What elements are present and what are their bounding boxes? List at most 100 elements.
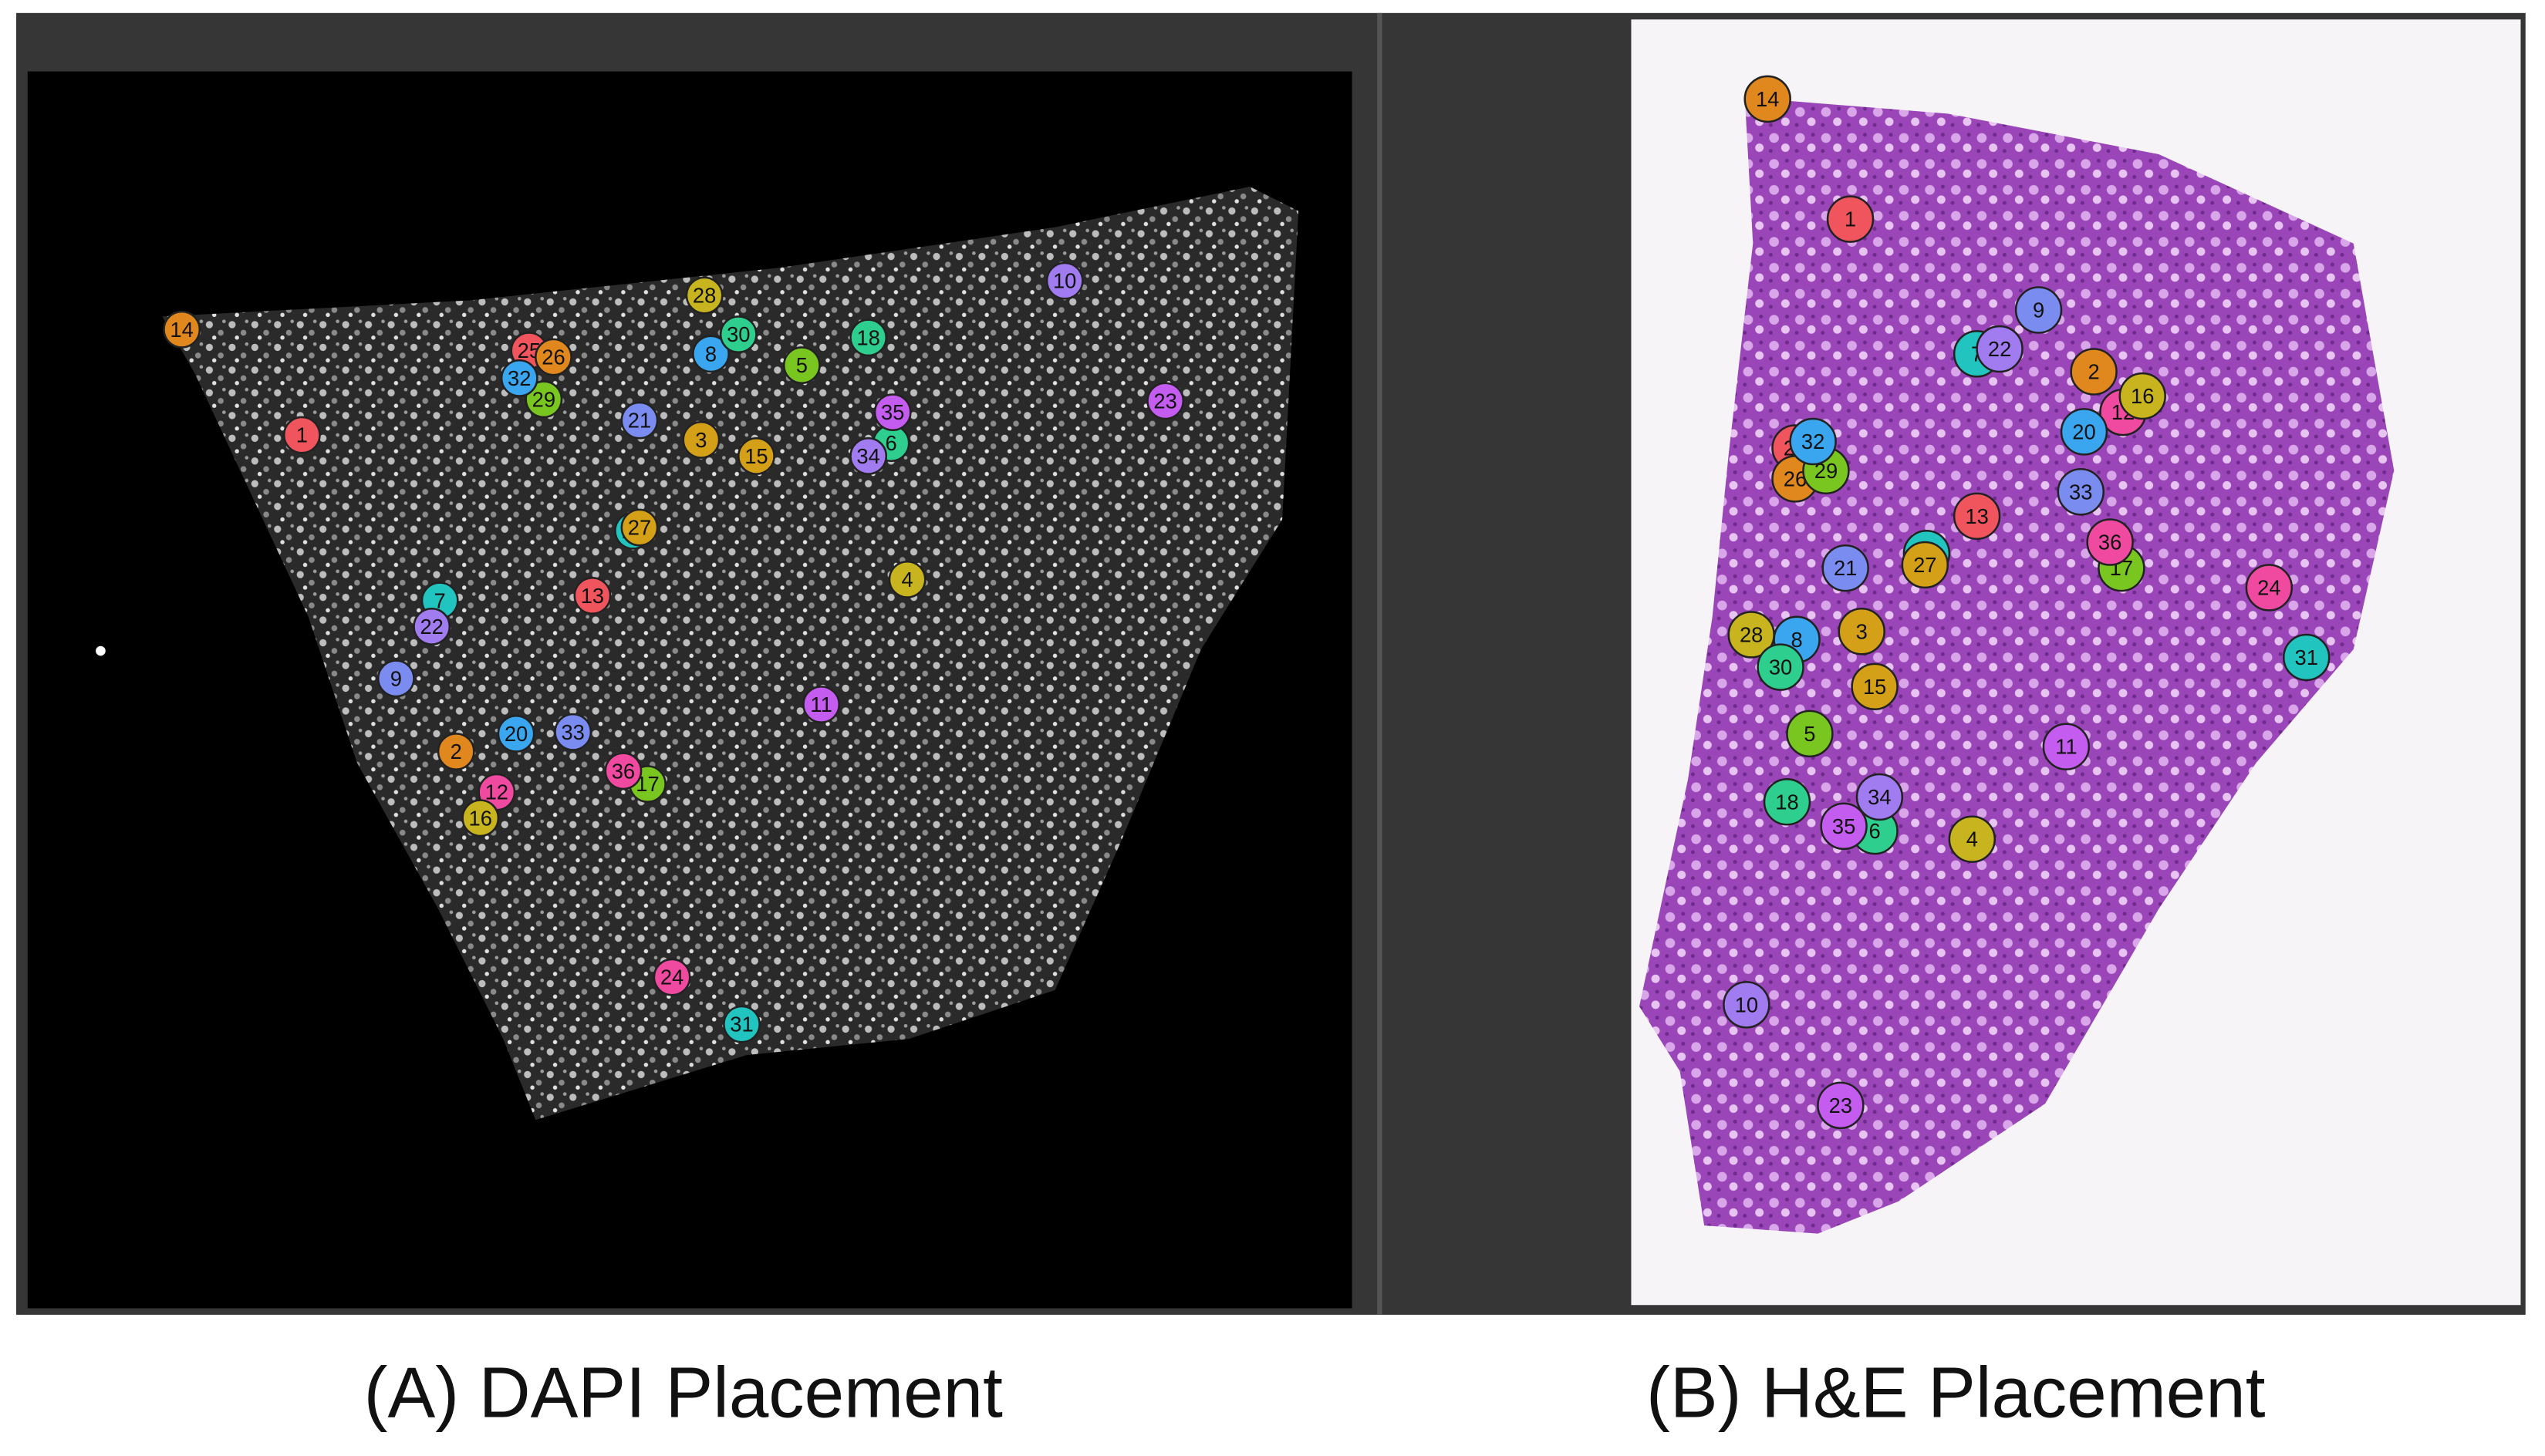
landmark-label: 9 bbox=[390, 666, 402, 690]
landmark-marker bbox=[1757, 643, 1804, 691]
landmark-label: 24 bbox=[660, 966, 684, 989]
landmark-marker bbox=[525, 380, 563, 419]
landmark-label: 10 bbox=[1735, 993, 1758, 1016]
landmark-marker bbox=[1146, 382, 1185, 420]
landmark-marker bbox=[719, 315, 758, 354]
landmark-label: 5 bbox=[1804, 722, 1815, 746]
landmark-marker bbox=[692, 335, 730, 373]
landmark-label: 34 bbox=[856, 444, 879, 468]
landmark-marker bbox=[1976, 325, 2024, 373]
landmark-label: 15 bbox=[744, 444, 768, 468]
landmark-marker bbox=[2245, 564, 2294, 612]
landmark-marker bbox=[2086, 518, 2134, 566]
landmark-label: 23 bbox=[1153, 389, 1176, 413]
landmark-label: 21 bbox=[628, 409, 651, 433]
landmark-label: 36 bbox=[2098, 530, 2121, 554]
landmark-marker bbox=[1901, 541, 1949, 589]
dapi-markers: 1234567891011121314151617181920212223242… bbox=[163, 261, 1185, 1043]
landmark-label: 33 bbox=[2069, 480, 2092, 504]
landmark-marker bbox=[413, 608, 451, 645]
landmark-marker bbox=[1821, 544, 1869, 592]
landmark-label: 23 bbox=[1829, 1094, 1852, 1117]
landmark-marker bbox=[1826, 195, 1875, 243]
landmark-label: 33 bbox=[561, 720, 584, 744]
landmark-marker bbox=[573, 577, 612, 615]
landmark-marker bbox=[1948, 815, 1997, 863]
landmark-marker bbox=[2283, 633, 2331, 682]
landmark-marker bbox=[437, 733, 475, 770]
landmark-label: 27 bbox=[628, 516, 651, 540]
landmark-label: 30 bbox=[727, 322, 750, 346]
landmark-marker bbox=[620, 401, 659, 440]
landmark-marker bbox=[497, 714, 535, 753]
landmark-label: 15 bbox=[1863, 675, 1886, 699]
landmark-marker bbox=[282, 416, 321, 454]
landmark-label: 8 bbox=[1791, 628, 1802, 652]
landmark-marker bbox=[1045, 261, 1084, 300]
landmark-marker bbox=[685, 276, 724, 315]
landmark-marker bbox=[1786, 709, 1834, 758]
landmark-marker bbox=[682, 420, 721, 459]
landmark-marker bbox=[554, 713, 592, 751]
landmark-label: 1 bbox=[1845, 207, 1856, 231]
landmark-marker bbox=[1789, 417, 1837, 466]
landmark-marker bbox=[461, 799, 500, 838]
landmark-marker bbox=[738, 437, 775, 475]
landmark-label: 24 bbox=[2257, 575, 2280, 599]
landmark-label: 32 bbox=[508, 366, 531, 390]
landmark-label: 31 bbox=[730, 1013, 753, 1036]
speck bbox=[96, 645, 106, 656]
caption: (B) H&E Placement bbox=[1646, 1352, 2266, 1432]
landmark-label: 20 bbox=[2072, 420, 2095, 443]
landmark-label: 6 bbox=[885, 431, 896, 455]
landmark-label: 9 bbox=[2033, 298, 2044, 322]
landmark-label: 35 bbox=[1832, 814, 1855, 838]
landmark-marker bbox=[1953, 492, 2001, 541]
landmark-marker bbox=[620, 508, 659, 547]
landmark-label: 21 bbox=[1834, 556, 1857, 580]
landmark-marker bbox=[2057, 468, 2105, 516]
landmark-marker bbox=[888, 560, 927, 598]
landmark-label: 3 bbox=[1856, 619, 1868, 643]
landmark-marker bbox=[376, 659, 415, 698]
landmark-label: 16 bbox=[469, 806, 492, 830]
landmark-label: 26 bbox=[542, 345, 565, 369]
landmark-label: 34 bbox=[1868, 785, 1891, 809]
landmark-label: 11 bbox=[2055, 735, 2077, 759]
landmark-label: 8 bbox=[705, 342, 717, 366]
landmark-label: 31 bbox=[2295, 645, 2318, 669]
landmark-label: 35 bbox=[881, 400, 904, 424]
landmark-marker bbox=[1851, 662, 1899, 711]
landmark-label: 29 bbox=[532, 387, 555, 411]
landmark-marker bbox=[873, 393, 912, 432]
landmark-marker bbox=[2070, 348, 2118, 396]
landmark-label: 14 bbox=[170, 318, 193, 342]
landmark-label: 6 bbox=[1868, 819, 1880, 843]
landmark-label: 20 bbox=[505, 722, 528, 746]
landmark-label: 27 bbox=[1913, 553, 1936, 577]
landmark-label: 28 bbox=[1740, 622, 1763, 646]
landmark-label: 7 bbox=[434, 588, 446, 612]
landmark-label: 16 bbox=[2131, 384, 2154, 408]
dapi-tissue bbox=[162, 187, 1299, 1121]
landmark-label: 28 bbox=[693, 284, 716, 308]
he-tissue bbox=[1639, 97, 2395, 1234]
landmark-marker bbox=[849, 437, 888, 475]
landmark-marker bbox=[1723, 981, 1770, 1029]
landmark-label: 18 bbox=[856, 325, 879, 349]
landmark-marker bbox=[653, 958, 691, 996]
landmark-marker bbox=[163, 310, 201, 349]
landmark-marker bbox=[782, 346, 821, 384]
landmark-label: 5 bbox=[796, 353, 808, 377]
landmark-label: 18 bbox=[1775, 790, 1798, 814]
landmark-marker bbox=[535, 338, 572, 376]
landmark-label: 11 bbox=[810, 693, 832, 716]
landmark-label: 1 bbox=[296, 423, 308, 447]
landmark-label: 14 bbox=[1756, 87, 1779, 111]
landmark-label: 36 bbox=[612, 759, 635, 783]
landmark-marker bbox=[723, 1005, 761, 1043]
landmark-marker bbox=[2060, 408, 2108, 456]
landmark-marker bbox=[500, 359, 538, 397]
landmark-label: 13 bbox=[1965, 504, 1988, 528]
